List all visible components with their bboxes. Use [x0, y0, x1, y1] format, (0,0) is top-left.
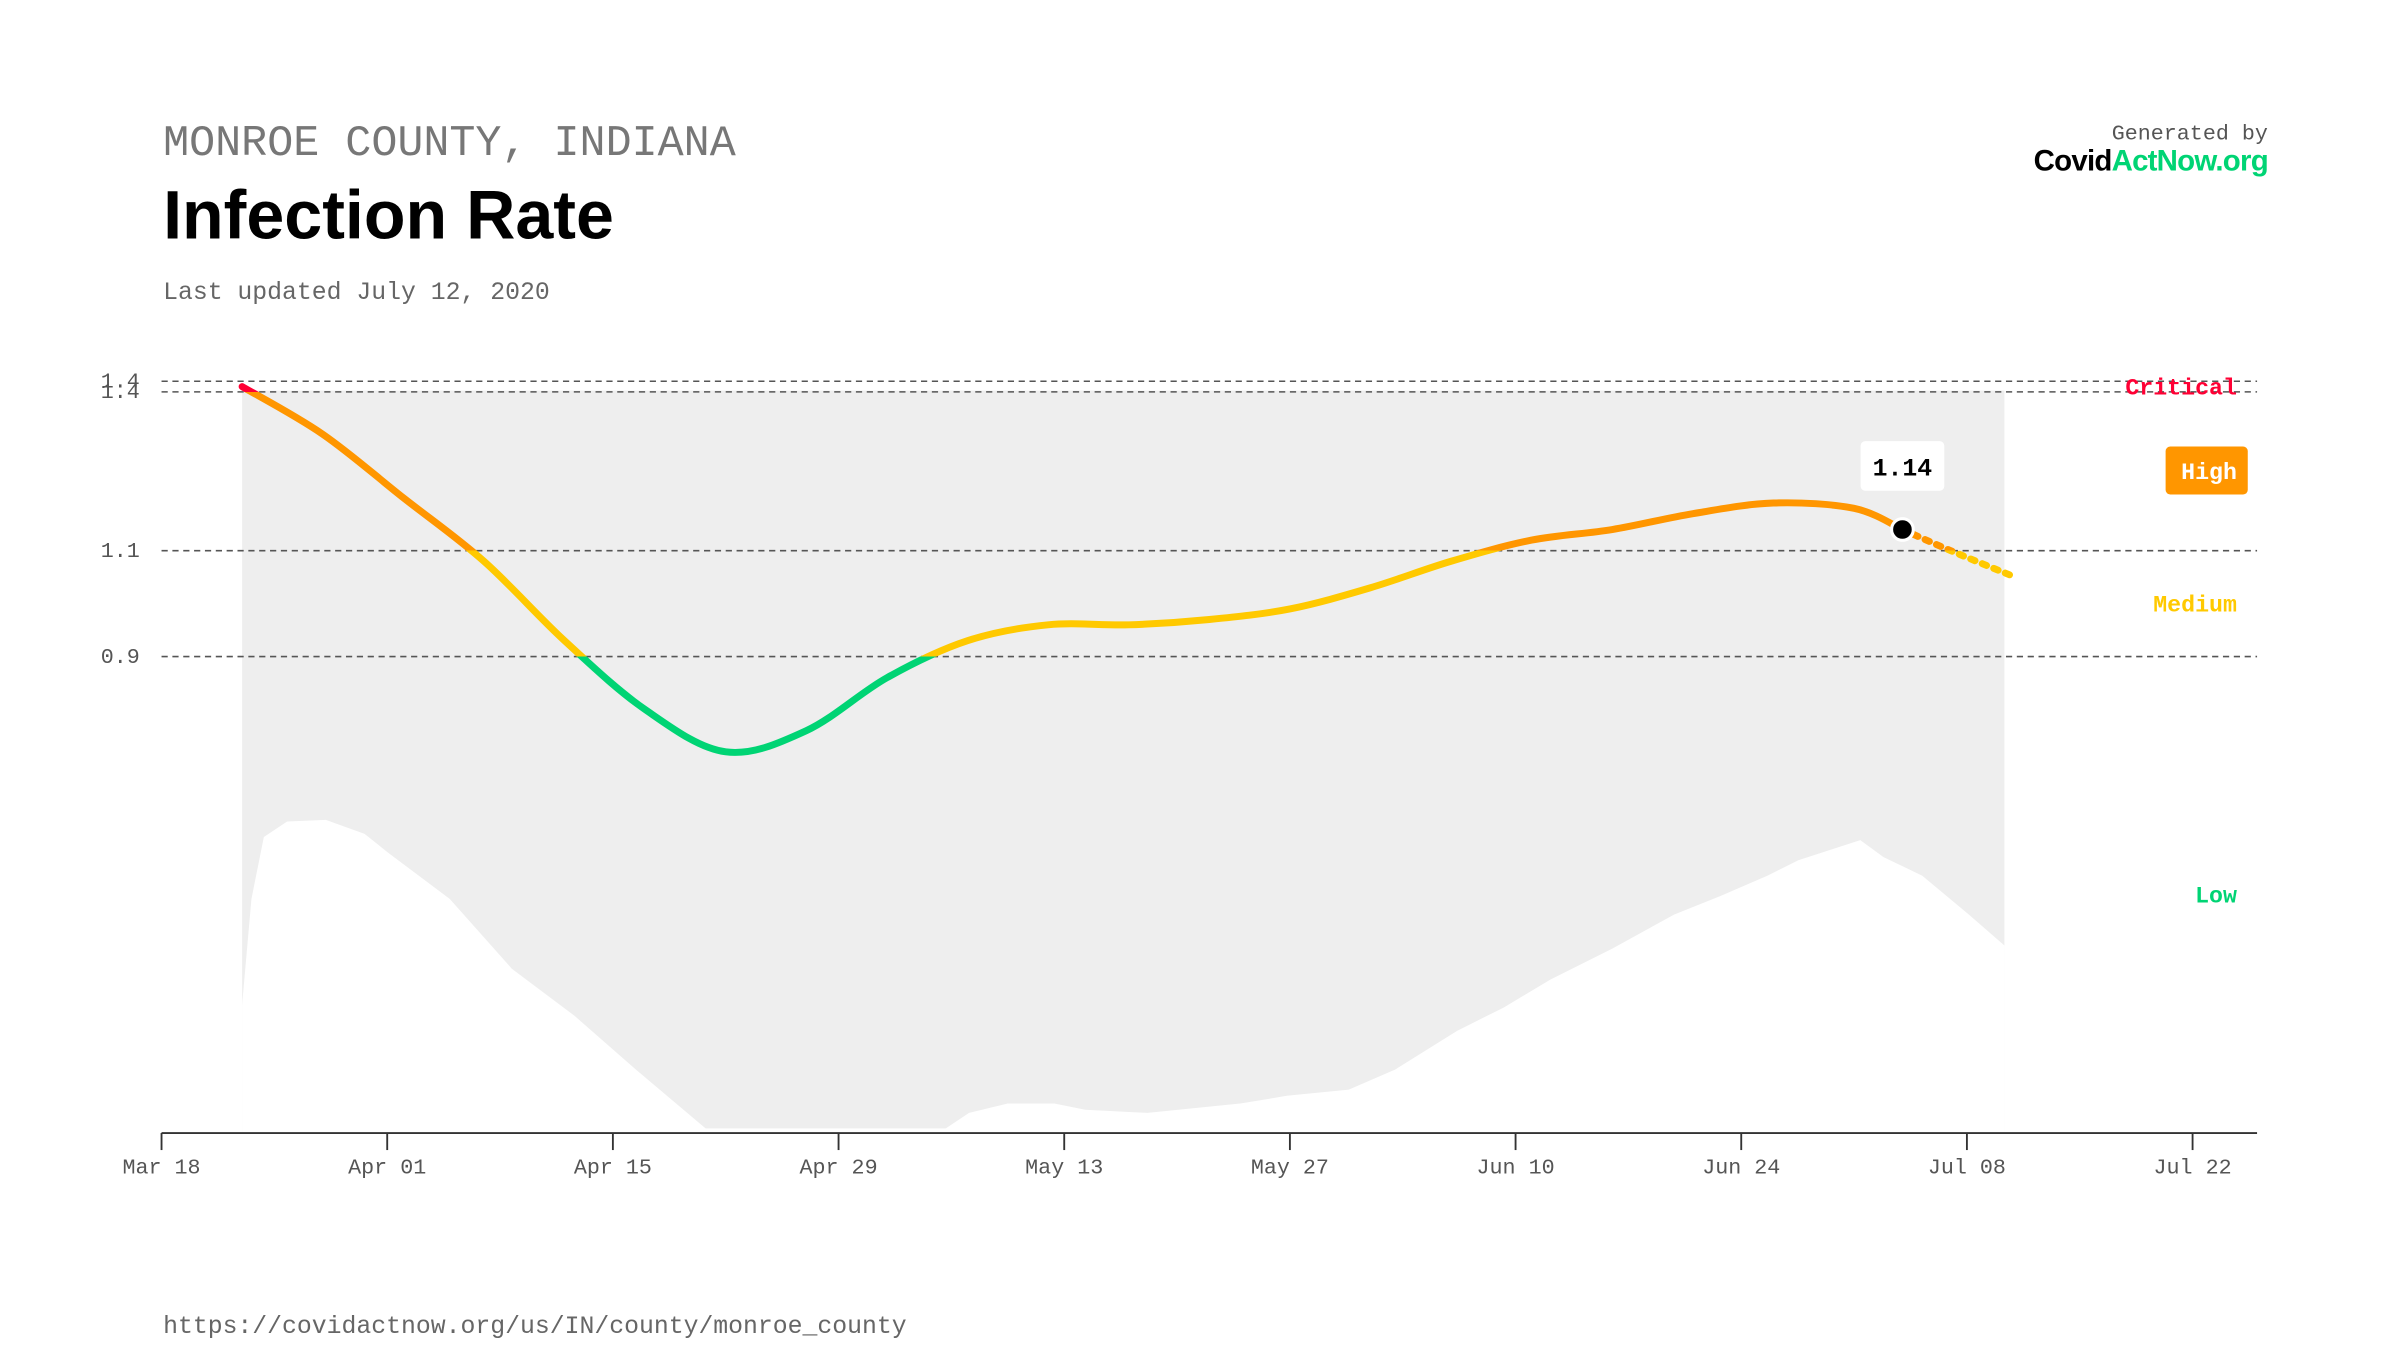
x-tick-label: Apr 01	[348, 1155, 426, 1180]
current-marker	[1890, 517, 1915, 542]
logo-left: Covid	[2034, 144, 2112, 177]
background-area	[242, 390, 2005, 1134]
title: Infection Rate	[163, 178, 614, 254]
logo: CovidActNow.org	[2034, 144, 2268, 177]
x-tick-label: Jul 22	[2154, 1155, 2232, 1180]
y-tick-label: 0.9	[101, 645, 140, 670]
subtitle: MONROE COUNTY, INDIANA	[163, 120, 737, 169]
x-tick-label: Apr 15	[574, 1155, 652, 1180]
x-tick-label: Apr 29	[800, 1155, 878, 1180]
logo-right: ActNow.org	[2112, 144, 2268, 177]
footer-url: https://covidactnow.org/us/IN/county/mon…	[163, 1313, 907, 1341]
x-tick-label: May 27	[1251, 1155, 1329, 1180]
zone-label: Medium	[2153, 592, 2237, 618]
x-tick-label: May 13	[1025, 1155, 1103, 1180]
y-tick-label: 1.1	[101, 539, 140, 564]
zone-label: Critical	[2125, 375, 2237, 401]
case-area	[242, 819, 2005, 1134]
zone-label: High	[2181, 460, 2237, 486]
zone-label: Low	[2195, 884, 2237, 910]
x-tick-label: Jul 08	[1928, 1155, 2006, 1180]
y-tick-label: 1.4	[101, 380, 140, 405]
y-tick-label: 1.4	[101, 369, 140, 394]
current-label-box	[1860, 441, 1945, 491]
rt-line	[238, 383, 1906, 756]
zone-badge	[2165, 446, 2248, 495]
updated: Last updated July 12, 2020	[163, 279, 550, 307]
x-tick-label: Mar 18	[122, 1155, 200, 1180]
x-tick-label: Jun 10	[1477, 1155, 1555, 1180]
x-tick-label: Jun 24	[1702, 1155, 1780, 1180]
generated-by: Generated by	[2112, 121, 2268, 146]
current-label: 1.14	[1873, 455, 1933, 483]
